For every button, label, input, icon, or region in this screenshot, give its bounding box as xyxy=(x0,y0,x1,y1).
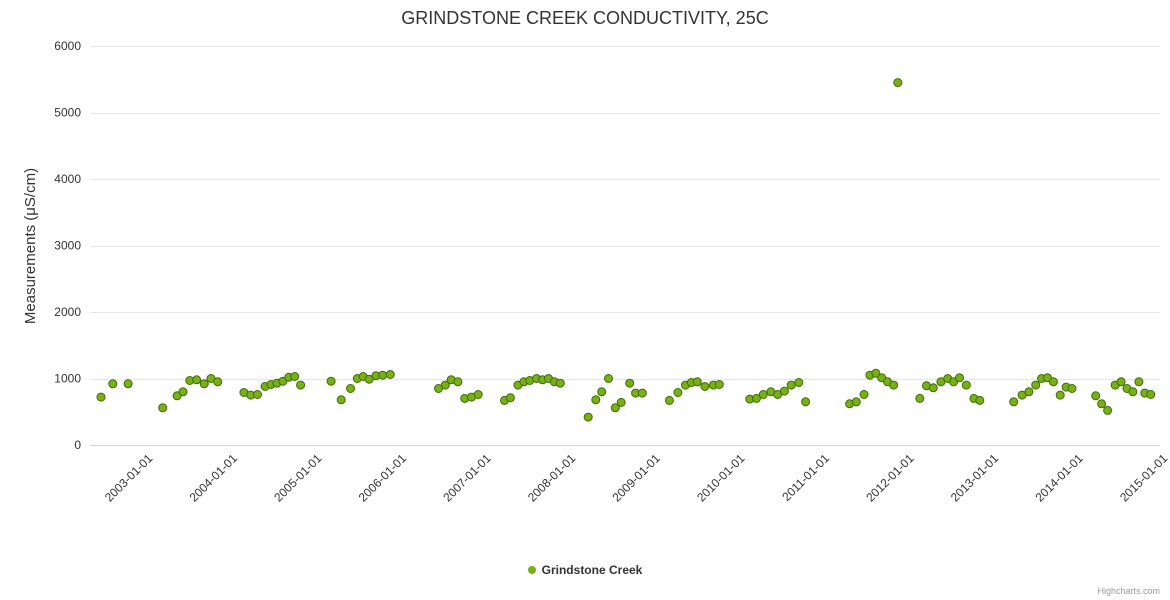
data-point[interactable] xyxy=(326,376,336,386)
data-point[interactable] xyxy=(1134,377,1144,387)
data-point[interactable] xyxy=(955,373,964,383)
y-tick-label: 0 xyxy=(74,438,81,452)
data-point[interactable] xyxy=(889,380,899,390)
x-tick-label: 2005-01-01 xyxy=(271,451,325,505)
data-point[interactable] xyxy=(178,387,188,397)
data-point[interactable] xyxy=(123,379,133,389)
y-tick-label: 4000 xyxy=(54,172,81,186)
data-point[interactable] xyxy=(555,378,565,388)
data-point[interactable] xyxy=(253,390,262,399)
data-point[interactable] xyxy=(700,382,710,391)
data-point[interactable] xyxy=(871,368,881,378)
data-point[interactable] xyxy=(505,393,515,403)
data-point[interactable] xyxy=(385,370,395,379)
legend-series-label: Grindstone Creek xyxy=(541,563,643,577)
data-point[interactable] xyxy=(714,380,724,389)
x-tick-label: 2013-01-01 xyxy=(948,451,1002,505)
y-tick-label: 6000 xyxy=(54,39,81,53)
data-point[interactable] xyxy=(473,390,483,399)
legend-marker-icon xyxy=(527,566,536,574)
y-tick-label: 5000 xyxy=(54,106,81,120)
data-point[interactable] xyxy=(296,380,306,390)
data-point[interactable] xyxy=(1091,391,1101,401)
data-point[interactable] xyxy=(692,377,702,387)
data-point[interactable] xyxy=(158,403,168,413)
data-point[interactable] xyxy=(1097,399,1107,409)
data-point[interactable] xyxy=(673,388,683,397)
x-tick-label: 2011-01-01 xyxy=(779,451,832,504)
data-point[interactable] xyxy=(1103,405,1113,415)
x-tick-label: 2014-01-01 xyxy=(1032,451,1086,505)
data-point[interactable] xyxy=(637,388,647,398)
data-point[interactable] xyxy=(290,372,300,381)
data-point[interactable] xyxy=(1067,384,1077,393)
data-point[interactable] xyxy=(1031,380,1041,390)
x-tick-label: 2015-01-01 xyxy=(1117,451,1170,505)
data-point[interactable] xyxy=(893,78,903,88)
y-tick-label: 2000 xyxy=(54,305,81,319)
x-tick-label: 2009-01-01 xyxy=(610,451,664,505)
data-point[interactable] xyxy=(1128,387,1138,397)
highcharts-credit-link[interactable]: Highcharts.com xyxy=(1097,586,1160,596)
data-point[interactable] xyxy=(1048,377,1058,387)
data-point[interactable] xyxy=(453,377,463,387)
x-tick-label: 2012-01-01 xyxy=(863,451,917,505)
data-point[interactable] xyxy=(801,397,811,407)
data-point[interactable] xyxy=(625,378,635,388)
data-point[interactable] xyxy=(336,395,346,405)
data-point[interactable] xyxy=(961,380,971,390)
data-point[interactable] xyxy=(583,412,593,422)
data-point[interactable] xyxy=(108,379,118,389)
data-point[interactable] xyxy=(610,403,620,413)
chart-title: GRINDSTONE CREEK CONDUCTIVITY, 25C xyxy=(401,8,769,28)
data-point[interactable] xyxy=(758,390,768,399)
data-point[interactable] xyxy=(213,377,223,387)
data-point[interactable] xyxy=(1055,390,1065,400)
legend-item-grindstone-creek[interactable]: Grindstone Creek xyxy=(0,563,1170,577)
y-tick-label: 1000 xyxy=(54,372,81,386)
data-point[interactable] xyxy=(859,390,869,399)
x-tick-label: 2006-01-01 xyxy=(356,451,410,505)
data-point[interactable] xyxy=(192,375,202,385)
x-tick-label: 2003-01-01 xyxy=(102,451,156,505)
data-point[interactable] xyxy=(928,383,938,393)
data-point[interactable] xyxy=(779,386,789,396)
data-point[interactable] xyxy=(786,380,796,390)
data-point[interactable] xyxy=(851,397,861,407)
data-point[interactable] xyxy=(975,395,985,405)
data-point[interactable] xyxy=(378,370,388,380)
data-point[interactable] xyxy=(591,395,601,405)
data-point[interactable] xyxy=(597,387,607,397)
data-point[interactable] xyxy=(604,374,613,383)
x-tick-label: 2010-01-01 xyxy=(694,451,748,505)
data-point[interactable] xyxy=(616,397,626,407)
data-point[interactable] xyxy=(1116,377,1126,387)
data-point[interactable] xyxy=(664,395,674,405)
data-point[interactable] xyxy=(1146,390,1156,399)
x-tick-label: 2008-01-01 xyxy=(525,451,579,505)
data-point[interactable] xyxy=(199,379,209,389)
data-point[interactable] xyxy=(915,393,925,403)
y-tick-label: 3000 xyxy=(54,239,81,253)
data-point[interactable] xyxy=(346,384,355,393)
data-point[interactable] xyxy=(1009,397,1019,407)
data-point[interactable] xyxy=(752,393,761,403)
data-point[interactable] xyxy=(1024,387,1034,397)
data-point[interactable] xyxy=(96,392,106,402)
x-tick-label: 2004-01-01 xyxy=(187,451,241,505)
data-point[interactable] xyxy=(440,380,450,390)
x-tick-label: 2007-01-01 xyxy=(440,451,494,505)
data-point[interactable] xyxy=(794,378,804,387)
